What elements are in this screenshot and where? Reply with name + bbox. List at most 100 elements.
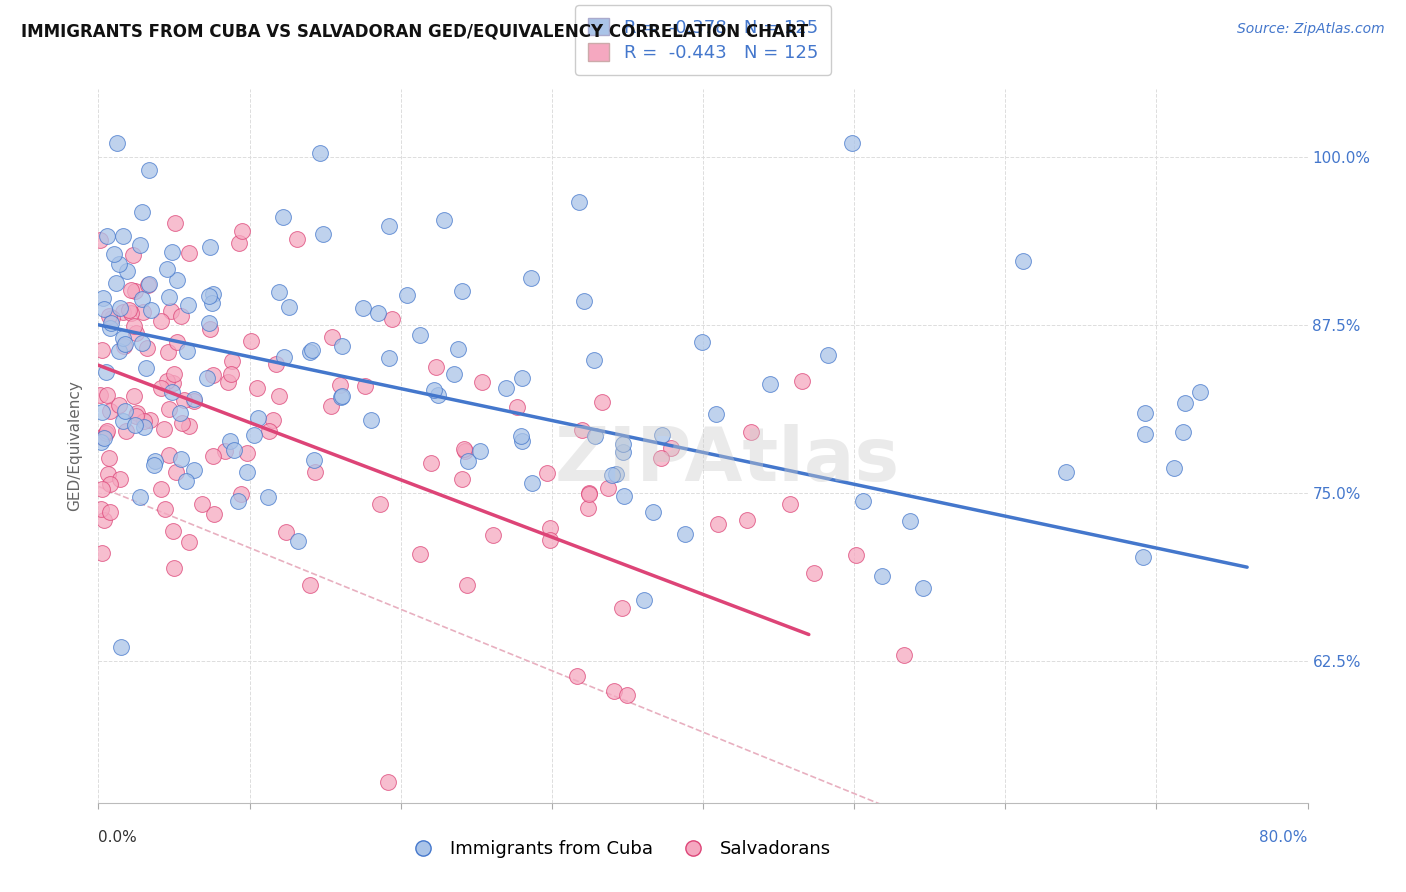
Point xyxy=(163,368,186,382)
Point xyxy=(124,409,146,424)
Point xyxy=(104,276,127,290)
Point xyxy=(138,277,160,292)
Point xyxy=(218,434,240,449)
Point xyxy=(471,376,494,390)
Point xyxy=(152,422,174,436)
Point xyxy=(352,301,374,316)
Point xyxy=(91,546,114,560)
Point xyxy=(425,360,447,375)
Point xyxy=(90,502,112,516)
Point xyxy=(287,534,309,549)
Point xyxy=(129,491,152,505)
Point xyxy=(304,453,326,467)
Point xyxy=(157,402,180,417)
Point xyxy=(803,566,825,581)
Point xyxy=(377,219,399,233)
Point xyxy=(131,205,153,219)
Point xyxy=(454,444,477,458)
Point xyxy=(495,381,517,395)
Point xyxy=(172,417,194,431)
Point xyxy=(96,388,118,402)
Point xyxy=(93,513,115,527)
Text: IMMIGRANTS FROM CUBA VS SALVADORAN GED/EQUIVALENCY CORRELATION CHART: IMMIGRANTS FROM CUBA VS SALVADORAN GED/E… xyxy=(21,22,808,40)
Point xyxy=(183,394,205,409)
Point xyxy=(1173,425,1195,439)
Point xyxy=(228,235,250,250)
Point xyxy=(510,434,533,448)
Point xyxy=(304,465,326,479)
Y-axis label: GED/Equivalency: GED/Equivalency xyxy=(67,381,83,511)
Point xyxy=(122,247,145,261)
Point xyxy=(576,500,599,515)
Point xyxy=(1012,254,1035,268)
Point xyxy=(758,376,780,391)
Point xyxy=(143,453,166,467)
Point xyxy=(1133,406,1156,420)
Point xyxy=(278,300,301,314)
Point xyxy=(360,413,382,427)
Point xyxy=(108,472,131,486)
Point xyxy=(214,443,236,458)
Point xyxy=(93,431,115,445)
Point xyxy=(603,683,626,698)
Point xyxy=(97,309,120,323)
Point xyxy=(616,688,638,702)
Point xyxy=(131,335,153,350)
Point xyxy=(90,435,112,450)
Point xyxy=(131,305,153,319)
Point xyxy=(221,354,243,368)
Point xyxy=(845,548,868,562)
Point xyxy=(817,348,839,362)
Point xyxy=(195,371,218,385)
Point xyxy=(111,414,134,428)
Point xyxy=(1132,550,1154,565)
Point xyxy=(591,395,613,409)
Point xyxy=(108,301,131,315)
Point xyxy=(226,494,249,508)
Point xyxy=(651,428,673,442)
Point xyxy=(200,322,222,336)
Point xyxy=(91,430,114,444)
Point xyxy=(271,210,294,224)
Point xyxy=(790,375,813,389)
Point xyxy=(198,317,221,331)
Point xyxy=(89,233,111,247)
Point xyxy=(231,225,253,239)
Point xyxy=(163,561,186,575)
Point xyxy=(142,458,165,472)
Point xyxy=(114,336,136,351)
Point xyxy=(132,420,155,434)
Point xyxy=(149,381,172,395)
Point xyxy=(612,437,634,451)
Point xyxy=(298,345,321,359)
Point xyxy=(98,477,121,491)
Point xyxy=(160,385,183,400)
Point xyxy=(201,368,224,383)
Point xyxy=(112,229,135,244)
Point xyxy=(170,451,193,466)
Point xyxy=(301,343,323,357)
Point xyxy=(156,262,179,277)
Point xyxy=(94,426,117,441)
Point xyxy=(740,425,762,439)
Point xyxy=(257,424,280,438)
Point xyxy=(108,257,131,271)
Point xyxy=(183,463,205,477)
Point xyxy=(481,528,503,542)
Point xyxy=(131,292,153,306)
Point xyxy=(321,399,343,413)
Point xyxy=(118,302,141,317)
Point xyxy=(201,287,224,301)
Point xyxy=(176,344,198,359)
Point xyxy=(135,361,157,376)
Point xyxy=(565,669,588,683)
Point xyxy=(112,305,135,319)
Point xyxy=(150,314,173,328)
Point xyxy=(267,285,290,299)
Point xyxy=(426,388,449,402)
Point xyxy=(222,443,245,458)
Text: ZIPAtlas: ZIPAtlas xyxy=(554,424,900,497)
Point xyxy=(870,568,893,582)
Point xyxy=(276,525,298,540)
Point xyxy=(129,238,152,252)
